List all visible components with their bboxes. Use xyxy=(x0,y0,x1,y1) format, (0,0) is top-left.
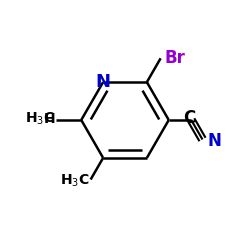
Text: H$_3$C: H$_3$C xyxy=(25,110,55,127)
Text: C: C xyxy=(183,109,196,127)
Text: N: N xyxy=(96,73,111,91)
Text: H$_3$C: H$_3$C xyxy=(60,172,89,189)
Text: N: N xyxy=(207,132,221,150)
Text: H: H xyxy=(44,112,55,126)
Text: Br: Br xyxy=(164,49,185,67)
